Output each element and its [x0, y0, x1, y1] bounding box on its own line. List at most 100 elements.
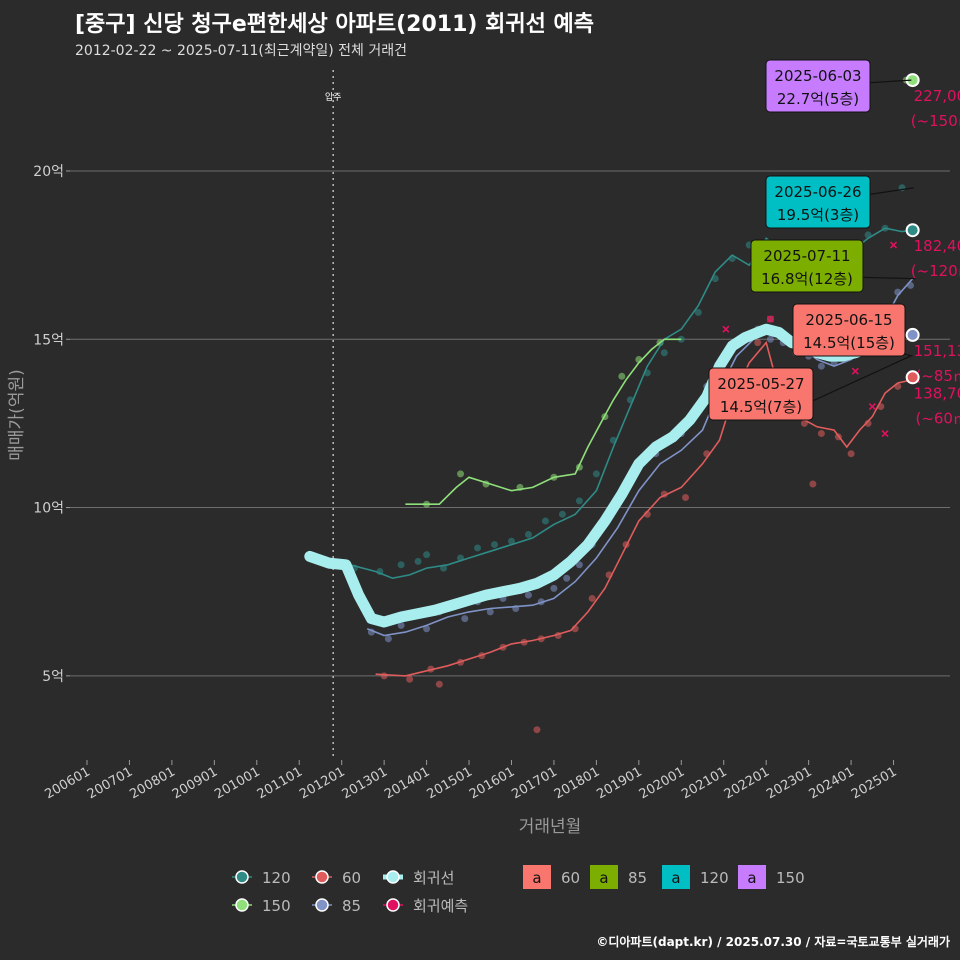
forecast-area-label: (~120㎡) [911, 262, 960, 280]
legend-label: 회귀예측 [413, 897, 468, 915]
x-tick-label: 201801 [552, 764, 602, 802]
series-line-60 [375, 340, 913, 677]
callout-box [765, 59, 871, 113]
data-point-120 [414, 557, 422, 565]
data-point-60 [435, 680, 443, 688]
legend-label: 85 [342, 897, 361, 915]
x-tick-label: 200801 [127, 764, 177, 802]
data-point-120 [575, 497, 583, 505]
callout-price: 14.5억(15층) [803, 334, 895, 352]
x-tick-label: 200701 [85, 764, 135, 802]
callout-box [792, 303, 906, 357]
x-tick-label: 201501 [425, 764, 475, 802]
callout-date: 2025-06-26 [774, 183, 861, 201]
data-point-60 [406, 675, 414, 683]
data-point-60 [754, 339, 762, 347]
data-point-85 [563, 574, 571, 582]
source-credit: ©디아파트(dapt.kr) / 2025.07.30 / 자료=국토교통부 실… [596, 935, 950, 949]
series-line-85 [366, 278, 914, 637]
data-point-120 [694, 308, 702, 316]
data-point-85 [384, 635, 392, 643]
forecast-value-label: 151,134 [914, 342, 960, 360]
callout-price: 19.5억(3층) [777, 206, 859, 224]
legend-box-glyph: a [671, 869, 680, 887]
callout-date: 2025-05-27 [717, 375, 804, 393]
data-point-120 [507, 537, 515, 545]
legend-label: 150 [262, 897, 291, 915]
data-point-85 [550, 584, 558, 592]
end-point-s60 [905, 370, 920, 385]
move-in-label: 입주 [325, 91, 342, 103]
data-point-85 [817, 362, 825, 370]
legend-key-marker [315, 870, 329, 884]
legend-key-marker [386, 870, 400, 884]
chart-title: [중구] 신당 청구e편한세상 아파트(2011) 회귀선 예측 [75, 12, 594, 37]
x-tick-label: 201901 [594, 764, 644, 802]
x-tick-label: 201401 [382, 764, 432, 802]
data-point-85 [486, 608, 494, 616]
x-tick-label: 202301 [764, 764, 814, 802]
legend-key-marker [235, 898, 249, 912]
data-point-120 [558, 510, 566, 518]
x-tick-label: 201601 [467, 764, 517, 802]
data-point-120 [524, 530, 532, 538]
chart-subtitle: 2012-02-22 ~ 2025-07-11(최근계약일) 전체 거래건 [75, 43, 407, 59]
callout-leader [805, 355, 911, 405]
data-point-85 [766, 335, 774, 343]
forecast-marker [766, 315, 774, 323]
callout-price: 22.7억(5층) [777, 90, 859, 108]
x-tick-label: 202101 [679, 764, 729, 802]
data-point-85 [461, 615, 469, 623]
legend-box-label: 120 [700, 869, 729, 887]
x-tick-label: 201701 [509, 764, 559, 802]
end-point-s120 [905, 223, 920, 238]
legend-key-marker [386, 898, 400, 912]
data-point-150 [457, 470, 465, 478]
end-point-s85 [905, 327, 920, 342]
y-axis-title: 매매가(억원) [7, 369, 27, 460]
data-point-60 [809, 480, 817, 488]
x-tick-label: 202401 [807, 764, 857, 802]
forecast-value-label: 182,400 [914, 237, 960, 255]
y-tick-label: 5억 [42, 669, 64, 685]
data-point-120 [397, 561, 405, 569]
data-point-120 [592, 470, 600, 478]
data-point-85 [397, 621, 405, 629]
legend-label: 60 [342, 869, 361, 887]
callout-date: 2025-07-11 [763, 247, 850, 265]
callout-box [708, 367, 814, 421]
legend-box-glyph: a [747, 869, 756, 887]
data-point-120 [474, 544, 482, 552]
legend-box-swatch [738, 865, 766, 889]
series-line-150 [405, 338, 682, 506]
legend-box-label: 85 [628, 869, 647, 887]
legend-box-glyph: a [599, 869, 608, 887]
x-tick-label: 202001 [637, 764, 687, 802]
forecast-area-label: (~60㎡) [915, 409, 960, 427]
data-point-85 [575, 561, 583, 569]
legend-box-swatch [523, 865, 551, 889]
data-point-60 [588, 594, 596, 602]
x-tick-label: 201101 [255, 764, 305, 802]
legend-box-glyph: a [532, 869, 541, 887]
regression-line [304, 323, 870, 628]
data-point-85 [423, 625, 431, 633]
forecast-value-label: 227,000 [914, 87, 960, 105]
legend-label: 회귀선 [413, 869, 454, 887]
forecast-marker [722, 325, 730, 333]
callout-date: 2025-06-03 [774, 67, 861, 85]
data-point-150 [618, 372, 626, 380]
forecast-area-label: (~150㎡) [911, 112, 960, 130]
x-tick-label: 202501 [849, 764, 899, 802]
legend-box-swatch [590, 865, 618, 889]
data-point-60 [533, 726, 541, 734]
legend-key-marker [235, 870, 249, 884]
data-point-85 [524, 591, 532, 599]
x-tick-label: 201001 [212, 764, 262, 802]
forecast-marker [881, 429, 889, 438]
forecast-value-label: 138,700 [914, 384, 960, 402]
data-point-60 [864, 419, 872, 427]
y-tick-label: 20억 [33, 164, 64, 180]
forecast-marker [889, 241, 898, 249]
